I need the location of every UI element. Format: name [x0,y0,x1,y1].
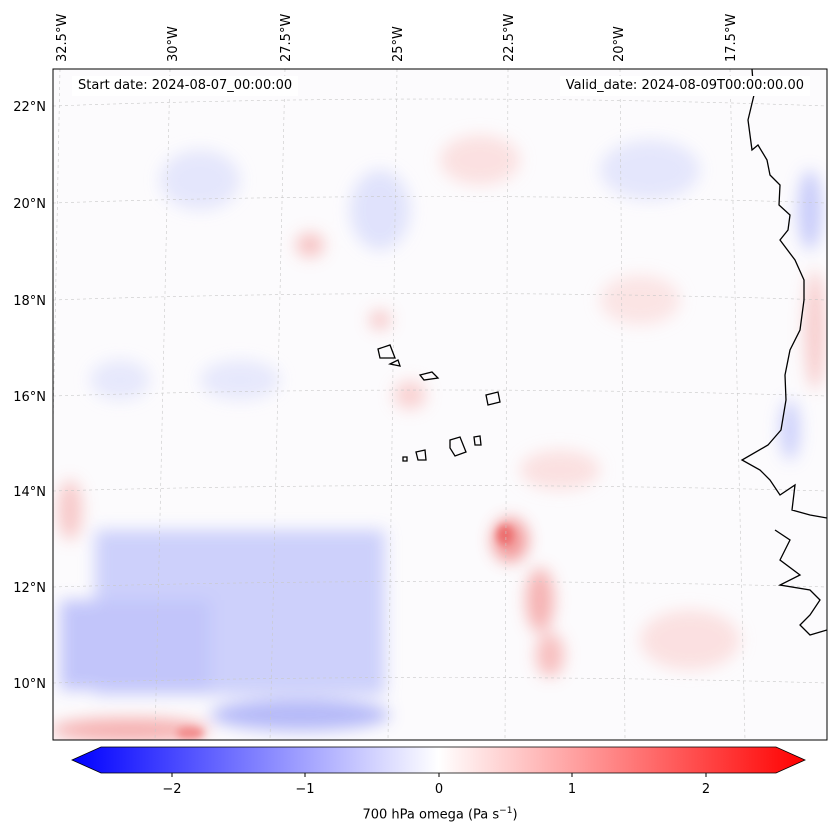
lat-label-18n: 18°N [13,294,46,309]
lat-label-10n: 10°N [13,677,46,692]
colorbar-title-suffix: ) [512,807,518,823]
start-date-label: Start date: 2024-08-07_00:00:00 [72,76,299,96]
colorbar-tick-1: 1 [568,782,576,797]
lon-label-30w: 30°W [166,26,181,62]
colorbar-title: 700 hPa omega (Pa s−1) [0,806,837,822]
lon-label-17-5w: 17.5°W [724,14,739,62]
colorbar: −2 −1 0 1 2 [71,746,806,797]
latitude-labels: 22°N 20°N 18°N 16°N 14°N 12°N 10°N [13,100,46,692]
valid-date-label: Valid_date: 2024-08-09T00:00:00.00 [559,76,810,96]
longitude-labels: 32.5°W 30°W 27.5°W 25°W 22.5°W 20°W 17.5… [55,14,739,62]
lon-label-27-5w: 27.5°W [279,14,294,62]
graticule [53,69,827,740]
lat-label-22n: 22°N [13,100,46,115]
colorbar-tick-neg2: −2 [162,782,181,797]
lat-label-12n: 12°N [13,581,46,596]
lat-label-14n: 14°N [13,485,46,500]
lon-label-32-5w: 32.5°W [55,14,70,62]
colorbar-title-exponent: −1 [499,806,513,816]
lon-label-22-5w: 22.5°W [502,14,517,62]
colorbar-tick-0: 0 [435,782,443,797]
omega-field [53,69,827,740]
colorbar-tick-neg1: −1 [295,782,314,797]
lat-label-20n: 20°N [13,197,46,212]
lon-label-25w: 25°W [391,26,406,62]
colorbar-body [71,746,806,774]
lon-label-20w: 20°W [612,26,627,62]
positive-omega-region [53,718,210,740]
map-border [52,68,828,741]
coastline [377,69,827,636]
colorbar-ticks [171,773,707,777]
colorbar-tick-2: 2 [702,782,710,797]
lat-label-16n: 16°N [13,390,46,405]
colorbar-title-prefix: 700 hPa omega (Pa s [362,807,500,823]
